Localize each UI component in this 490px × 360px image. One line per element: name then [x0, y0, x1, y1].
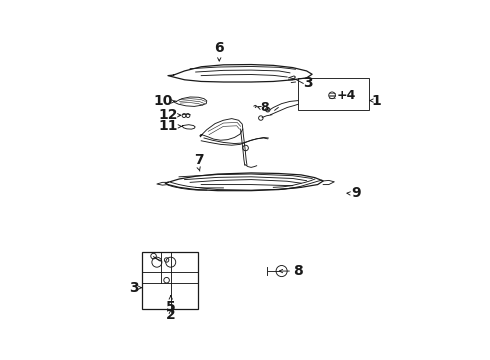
Text: 3: 3	[303, 76, 313, 90]
Text: +4: +4	[337, 89, 356, 102]
Text: 1: 1	[371, 94, 381, 108]
Text: 11: 11	[158, 120, 178, 133]
Text: 2: 2	[166, 308, 175, 322]
Text: 3: 3	[129, 281, 139, 295]
Text: 12: 12	[158, 108, 178, 122]
Text: 8: 8	[260, 101, 269, 114]
Text: 10: 10	[153, 94, 173, 108]
Text: 8: 8	[293, 264, 303, 278]
Text: 9: 9	[351, 186, 361, 201]
Text: 7: 7	[194, 153, 203, 167]
Text: 6: 6	[215, 41, 224, 55]
Text: 5: 5	[166, 301, 175, 314]
